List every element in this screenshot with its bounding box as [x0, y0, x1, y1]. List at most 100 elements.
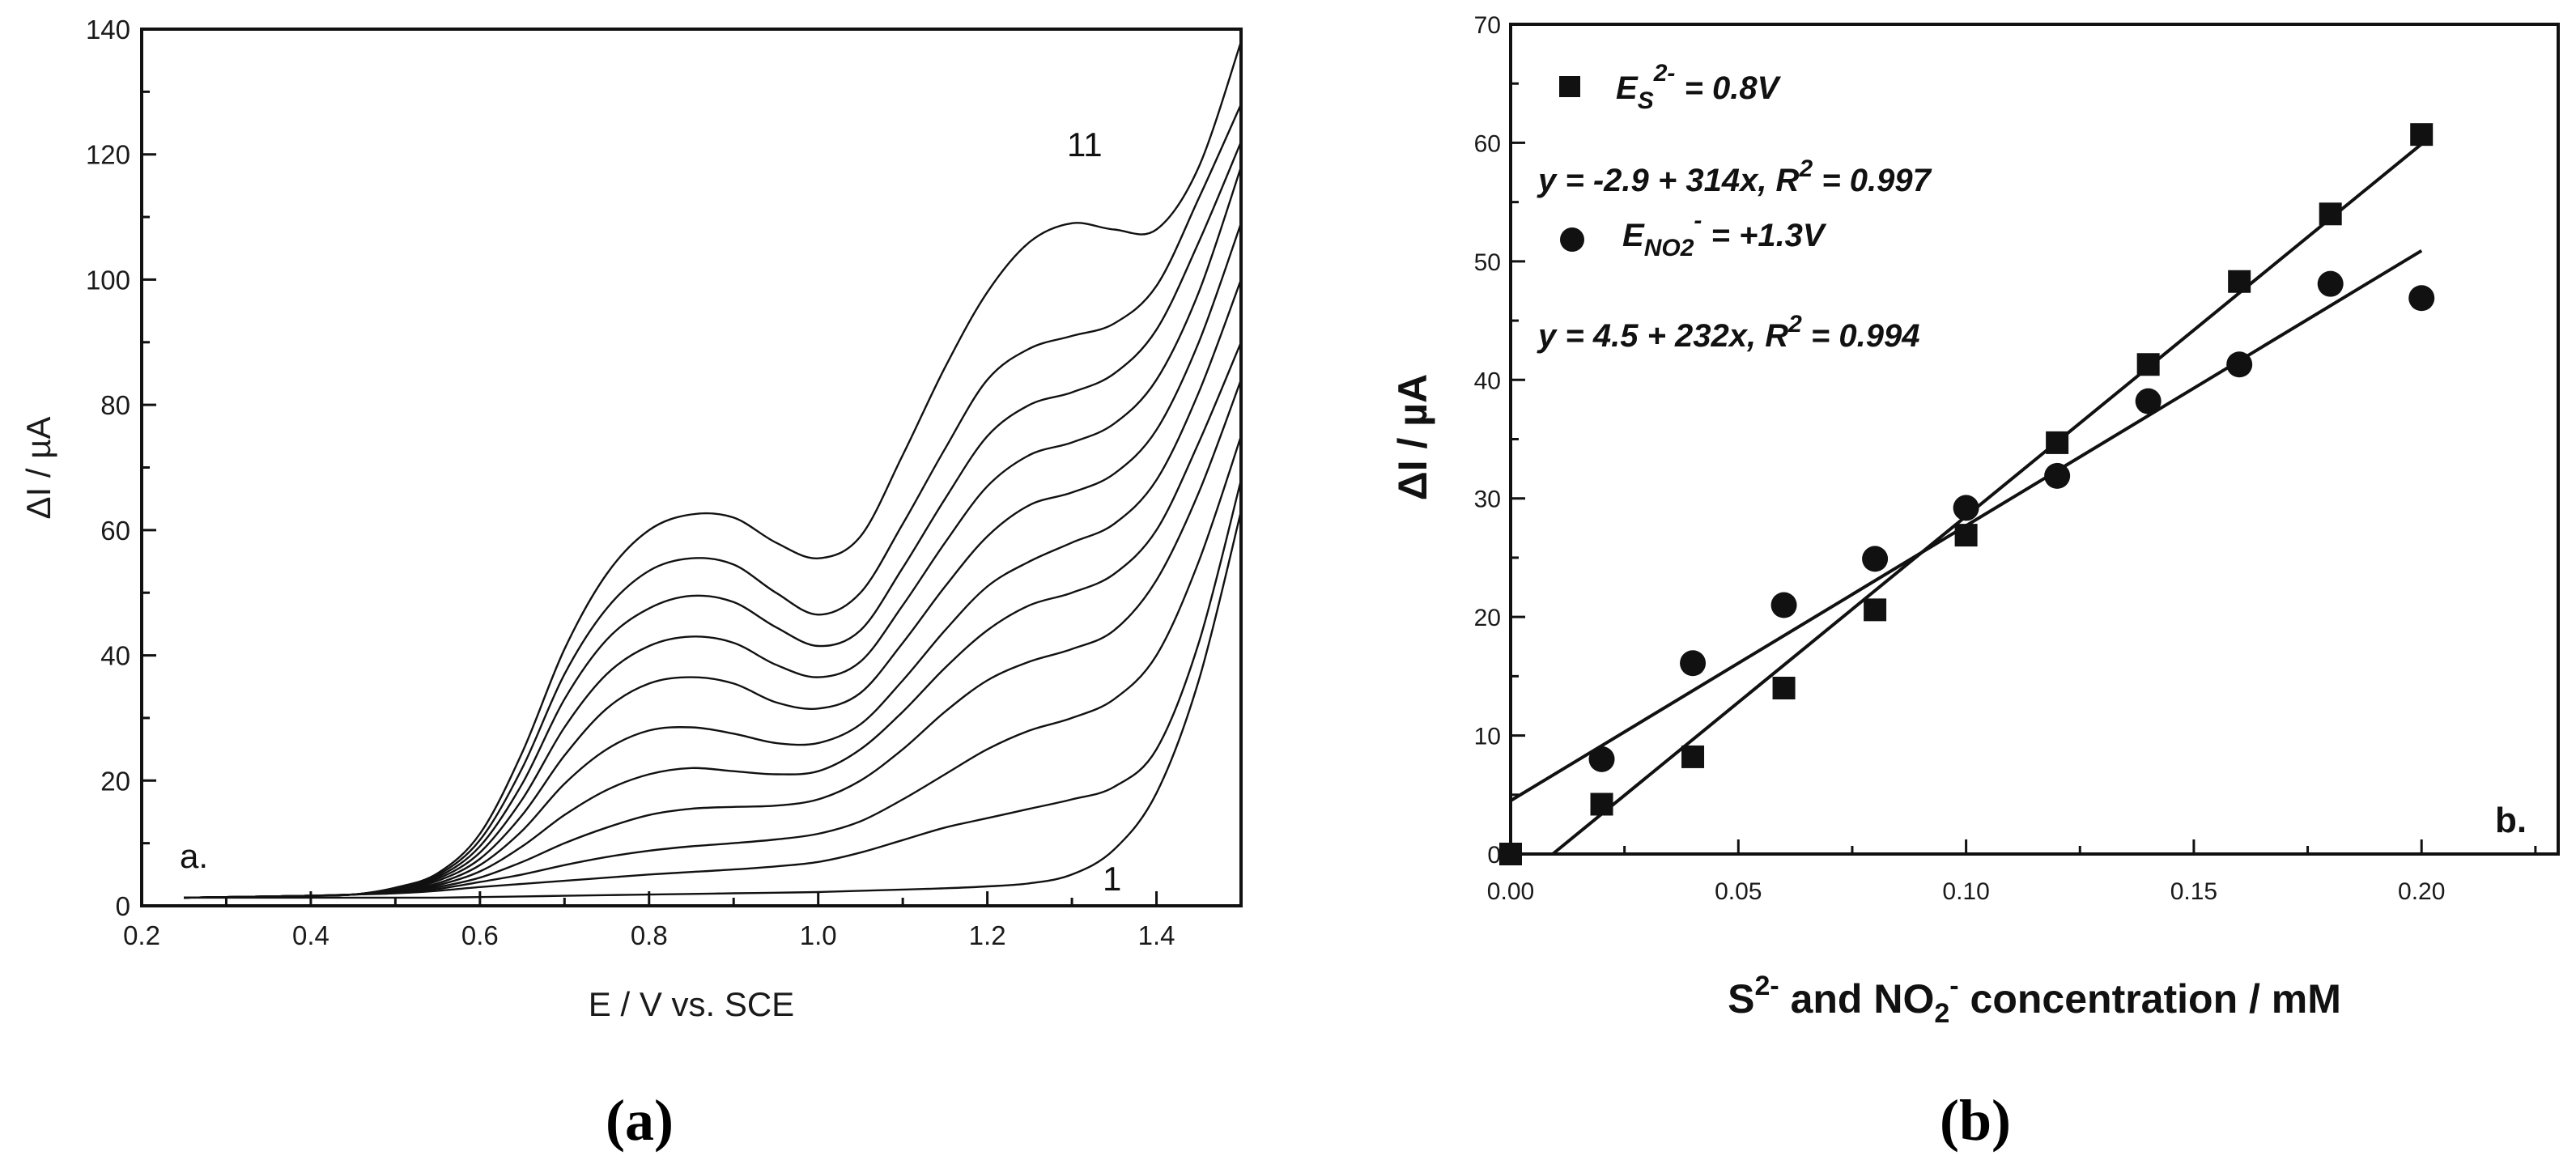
point-circle [2317, 270, 2344, 297]
point-circle [1588, 746, 1615, 772]
x-tick-label: 0.4 [292, 920, 329, 950]
panel-b-y-axis: 0 10 20 30 40 50 60 70 [1474, 12, 1525, 869]
xlabel-no-sub: 2 [1934, 998, 1949, 1029]
panel-b-plot-frame [1509, 23, 2560, 856]
point-square [1954, 524, 1978, 547]
curve-label-last: 11 [1067, 125, 1103, 164]
legend-s2-sup: 2- [1653, 60, 1676, 87]
panel-a-corner-label: a. [180, 837, 208, 875]
panel-b-x-axis: 0.00 0.05 0.10 0.15 0.20 [1487, 839, 2537, 905]
panel-a-label: (a) [606, 1088, 674, 1153]
x-tick-label: 1.2 [969, 920, 1006, 950]
curve-label-first: 1 [1103, 860, 1121, 898]
x-tick-label: 0.15 [2170, 878, 2217, 905]
panel-b-label: (b) [1940, 1088, 2011, 1153]
y-tick-label: 60 [100, 516, 130, 546]
panel-a-y-axis-title: ΔI / µA [19, 417, 57, 520]
curve-9 [184, 141, 1243, 899]
y-tick-label: 60 [1474, 130, 1501, 157]
legend-no2-rest: = +1.3V [1702, 218, 1827, 253]
point-circle [1953, 495, 1979, 521]
xlabel-rest: concentration / mM [1959, 976, 2341, 1022]
equation-no2-sup: 2 [1787, 311, 1802, 338]
point-square [2410, 123, 2434, 147]
panel-a-curves [184, 41, 1243, 899]
y-tick-label: 10 [1474, 724, 1501, 750]
y-tick-label: 40 [1474, 368, 1501, 394]
xlabel-s-sup: 2- [1754, 971, 1779, 1001]
y-tick-label: 140 [86, 15, 130, 45]
panel-a-y-axis: 0 20 40 60 80 100 120 140 [86, 15, 156, 921]
legend-s2-label: ES2- = 0.8V [1616, 60, 1782, 114]
y-tick-label: 50 [1474, 249, 1501, 276]
legend-s2-base: E [1616, 70, 1639, 106]
xlabel-s: S [1728, 976, 1754, 1022]
equation-no2: y = 4.5 + 232x, R2 = 0.994 [1537, 311, 1920, 354]
xlabel-no-sup: - [1949, 971, 1958, 1001]
point-circle [2226, 351, 2253, 378]
point-circle [1770, 592, 1797, 618]
y-tick-label: 120 [86, 140, 130, 170]
x-tick-label: 0.00 [1487, 878, 1534, 905]
x-tick-label: 1.4 [1138, 920, 1175, 950]
curve-1 [184, 511, 1243, 899]
curve-2 [184, 479, 1243, 899]
equation-s2-text: y = -2.9 + 314x, R [1537, 163, 1800, 198]
x-tick-label: 0.2 [123, 920, 160, 950]
x-tick-label: 0.05 [1715, 878, 1762, 905]
equation-no2-text: y = 4.5 + 232x, R [1537, 318, 1788, 354]
point-square [1681, 745, 1705, 768]
y-tick-label: 70 [1474, 12, 1501, 39]
x-tick-label: 0.6 [461, 920, 499, 950]
panel-a-chart: 0 20 40 60 80 100 120 140 0.2 0.4 0.6 0.8 1.0 1.2 1.4… [19, 15, 1243, 1153]
curve-5 [184, 342, 1243, 899]
panel-b-corner-label: b. [2495, 801, 2527, 840]
point-circle [2135, 388, 2162, 414]
legend-circle-marker [1560, 227, 1584, 252]
legend-s2-sub: S [1638, 87, 1654, 114]
panel-b-points [1499, 123, 2435, 865]
point-square [2319, 202, 2342, 226]
x-tick-label: 0.8 [631, 920, 668, 950]
y-tick-label: 40 [100, 641, 130, 671]
y-tick-label: 100 [86, 265, 130, 295]
panel-b-y-axis-title: ΔI / µA [1390, 374, 1435, 500]
equation-no2-rest: = 0.994 [1802, 318, 1920, 354]
curve-8 [184, 166, 1243, 899]
legend-no2-sup: - [1694, 207, 1702, 234]
x-tick-label: 0.10 [1942, 878, 1989, 905]
point-circle [1680, 650, 1707, 677]
y-tick-label: 20 [100, 766, 130, 796]
equation-s2: y = -2.9 + 314x, R2 = 0.997 [1537, 155, 1932, 198]
panel-a-x-axis-title: E / V vs. SCE [589, 985, 794, 1023]
y-tick-label: 80 [100, 390, 130, 420]
equation-s2-sup: 2 [1798, 155, 1813, 182]
point-circle [2044, 462, 2071, 489]
point-square [2046, 431, 2069, 454]
y-tick-label: 0 [116, 891, 130, 921]
legend-no2-base: E [1622, 218, 1645, 253]
point-square [1772, 677, 1796, 699]
point-square [1590, 792, 1613, 816]
y-tick-label: 20 [1474, 605, 1501, 631]
equation-s2-rest: = 0.997 [1813, 163, 1932, 198]
y-tick-label: 0 [1487, 842, 1501, 869]
curve-3 [184, 436, 1243, 899]
point-square [1864, 598, 1887, 622]
point-circle [1862, 546, 1889, 572]
point-square [2228, 270, 2251, 293]
point-square [1499, 843, 1522, 865]
point-square [2136, 353, 2160, 376]
legend-square-marker [1559, 76, 1580, 97]
panel-a-x-axis: 0.2 0.4 0.6 0.8 1.0 1.2 1.4 [123, 891, 1243, 950]
x-tick-label: 1.0 [800, 920, 837, 950]
legend-no2-sub: NO2 [1644, 235, 1694, 261]
y-tick-label: 30 [1474, 487, 1501, 513]
fit-line-square [1551, 142, 2423, 856]
xlabel-and: and NO [1779, 976, 1935, 1022]
legend-no2-label: ENO2- = +1.3V [1622, 207, 1827, 261]
curve-4 [184, 379, 1243, 899]
x-tick-label: 0.20 [2398, 878, 2445, 905]
